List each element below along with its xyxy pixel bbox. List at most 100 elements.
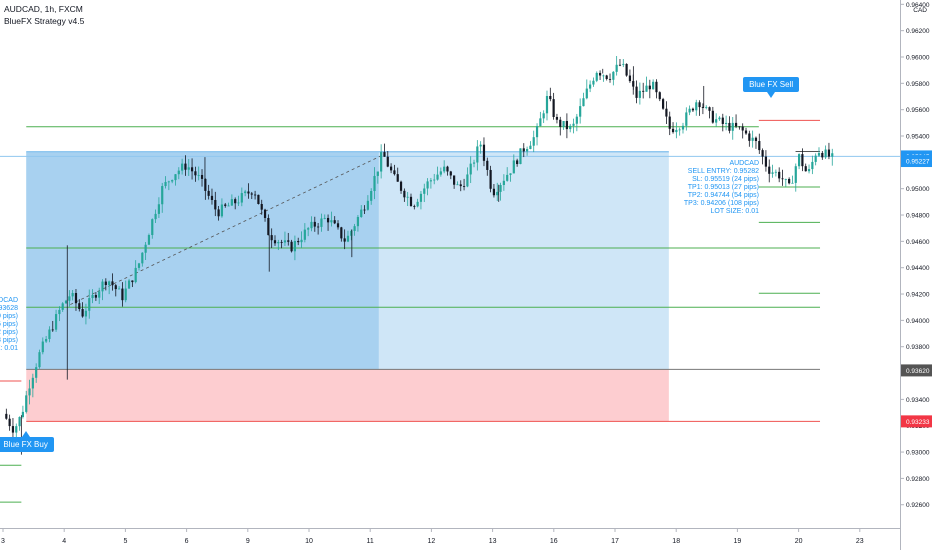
candle bbox=[615, 56, 618, 76]
candle-body bbox=[668, 116, 671, 129]
candle-body bbox=[68, 296, 71, 301]
candle bbox=[665, 101, 668, 124]
candle-body bbox=[403, 190, 406, 198]
candle bbox=[74, 288, 78, 311]
candle bbox=[754, 136, 758, 149]
candle-body bbox=[539, 118, 542, 127]
candle-body bbox=[41, 341, 44, 353]
candle bbox=[41, 337, 44, 355]
candle-body bbox=[791, 182, 794, 184]
candle bbox=[131, 280, 134, 288]
candle bbox=[715, 113, 718, 127]
candle-body bbox=[8, 418, 11, 427]
candle-body bbox=[509, 173, 512, 175]
candle bbox=[784, 178, 787, 187]
price-badge-bg bbox=[901, 364, 932, 377]
symbol-title[interactable]: AUDCAD, 1h, FXCM bbox=[4, 4, 83, 14]
candle bbox=[569, 123, 572, 133]
sell-info-sl: SL: 0.95519 (24 pips) bbox=[692, 176, 759, 183]
candle bbox=[807, 164, 811, 174]
candle-body bbox=[363, 209, 366, 211]
candle bbox=[705, 105, 708, 110]
candle-body bbox=[562, 120, 565, 127]
candle-body bbox=[443, 166, 446, 172]
candle bbox=[141, 252, 144, 267]
candle-body bbox=[768, 166, 771, 174]
candle-body bbox=[698, 102, 701, 108]
candle bbox=[270, 228, 273, 249]
price-axis[interactable] bbox=[900, 0, 932, 550]
price-badge: 0.93620 bbox=[901, 364, 932, 377]
candle-body bbox=[317, 226, 320, 228]
candle-body bbox=[127, 280, 131, 289]
candle-body bbox=[174, 174, 177, 181]
candle bbox=[171, 179, 174, 184]
candle-body bbox=[230, 199, 233, 206]
candle bbox=[31, 373, 34, 398]
candle bbox=[734, 114, 738, 129]
price-tick-label: 0.95400 bbox=[906, 134, 930, 141]
candle-body bbox=[625, 63, 628, 76]
price-tick-label: 0.94000 bbox=[906, 318, 930, 325]
candle bbox=[482, 137, 486, 167]
candle bbox=[725, 115, 728, 131]
candle-body bbox=[134, 267, 137, 283]
candle bbox=[224, 202, 227, 208]
candle-body bbox=[516, 160, 519, 165]
candle bbox=[403, 188, 406, 202]
candle bbox=[628, 69, 632, 83]
candle-body bbox=[741, 126, 744, 131]
buy-signal-text: Blue FX Buy bbox=[3, 440, 48, 449]
candle bbox=[592, 77, 595, 87]
candle bbox=[638, 82, 641, 105]
candle bbox=[768, 159, 771, 183]
price-tick-label: 0.96400 bbox=[906, 2, 930, 9]
candle-body bbox=[346, 235, 350, 242]
candle-body bbox=[273, 240, 277, 244]
candle bbox=[28, 379, 31, 405]
candle bbox=[688, 105, 691, 116]
candle bbox=[181, 158, 184, 175]
time-axis[interactable] bbox=[0, 528, 900, 550]
candle bbox=[346, 230, 350, 243]
candle bbox=[406, 191, 409, 207]
candle-body bbox=[15, 426, 18, 433]
candle-body bbox=[253, 194, 257, 196]
candle-body bbox=[771, 172, 774, 174]
candle-body bbox=[512, 160, 515, 174]
indicator-title[interactable]: BlueFX Strategy v4.5 bbox=[4, 16, 85, 26]
candle bbox=[187, 158, 190, 176]
candle bbox=[154, 209, 157, 223]
candle-body bbox=[380, 152, 383, 172]
candle bbox=[701, 103, 704, 115]
time-tick-label: 18 bbox=[672, 538, 680, 545]
candle bbox=[336, 220, 340, 230]
candle bbox=[751, 130, 754, 148]
candle-body bbox=[409, 196, 413, 207]
candle bbox=[721, 113, 724, 132]
candle bbox=[479, 141, 482, 154]
time-tick-label: 4 bbox=[62, 538, 66, 545]
candle-body bbox=[38, 352, 41, 368]
price-badge-bg bbox=[901, 155, 932, 168]
candle-body bbox=[399, 181, 403, 191]
candle-body bbox=[64, 300, 68, 304]
candle bbox=[68, 290, 71, 307]
candle bbox=[11, 417, 15, 439]
sell-info-lot: LOT SIZE: 0.01 bbox=[710, 208, 759, 215]
candle-body bbox=[336, 223, 340, 228]
candle bbox=[423, 183, 426, 203]
candle-body bbox=[754, 137, 758, 142]
candle-body bbox=[807, 169, 811, 172]
time-tick-label: 10 bbox=[305, 538, 313, 545]
candle-body bbox=[572, 123, 575, 126]
candle bbox=[340, 226, 343, 242]
candle bbox=[227, 202, 230, 207]
price-badge: 0.95227 bbox=[901, 155, 932, 168]
candle-body bbox=[88, 298, 91, 311]
candle-body bbox=[721, 117, 724, 124]
candle bbox=[393, 164, 396, 176]
price-badge: 0.93233 bbox=[901, 415, 932, 428]
candle bbox=[253, 190, 257, 200]
